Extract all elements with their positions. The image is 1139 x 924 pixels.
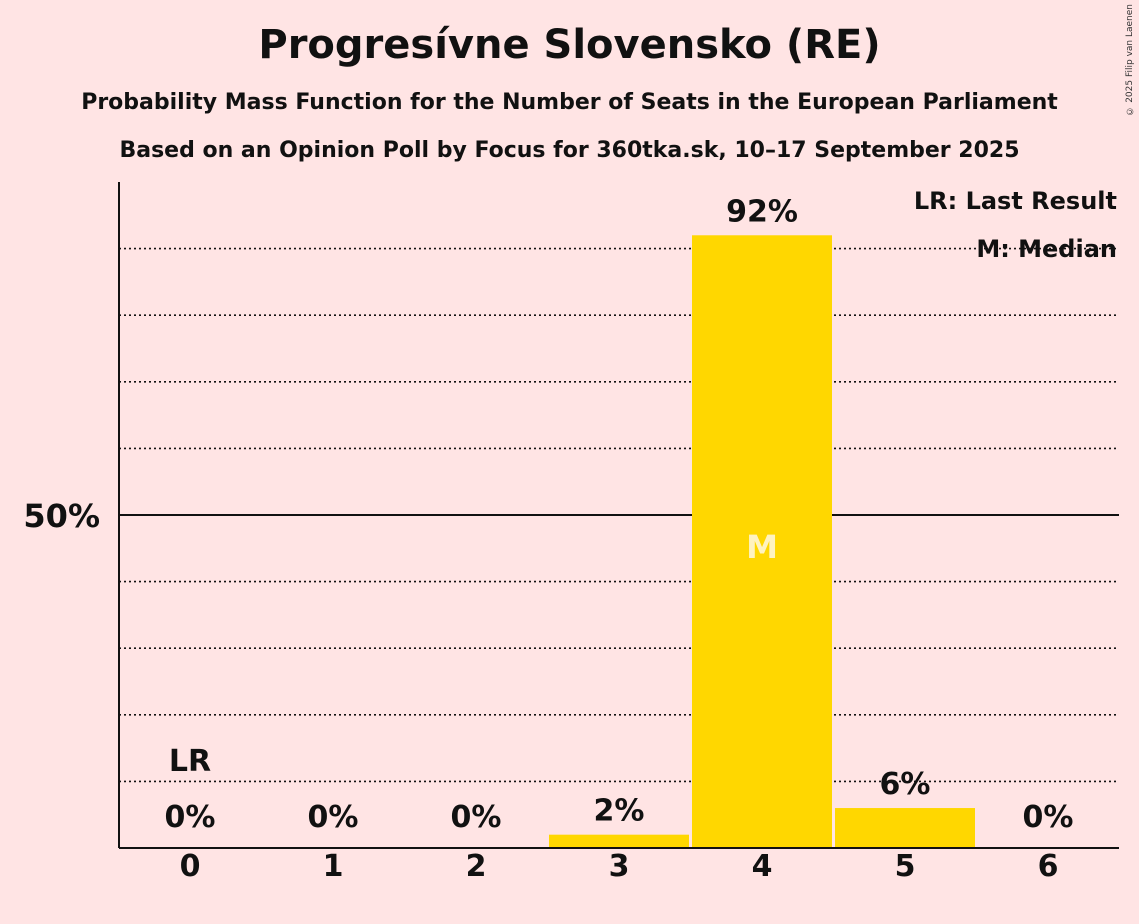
data-label: 6% [880, 767, 931, 802]
bar [549, 834, 689, 848]
bar [835, 808, 975, 848]
x-tick-label: 4 [752, 849, 773, 884]
y-tick-label: 50% [23, 497, 100, 535]
bar [692, 235, 832, 848]
last-result-marker: LR [169, 744, 211, 779]
chart-title: Progresívne Slovensko (RE) [258, 22, 881, 68]
data-label: 92% [726, 194, 798, 229]
data-label: 0% [308, 800, 359, 835]
x-tick-label: 2 [466, 849, 487, 884]
legend-median: M: Median [976, 235, 1117, 263]
x-tick-label: 6 [1038, 849, 1059, 884]
chart-subtitle: Probability Mass Function for the Number… [81, 90, 1058, 115]
data-label: 0% [1023, 800, 1074, 835]
data-label: 2% [594, 794, 645, 829]
chart-source-subtitle: Based on an Opinion Poll by Focus for 36… [119, 138, 1020, 163]
data-label: 0% [165, 800, 216, 835]
data-label: 0% [451, 800, 502, 835]
legend-last-result: LR: Last Result [914, 187, 1117, 215]
x-tick-label: 1 [323, 849, 344, 884]
x-tick-label: 3 [609, 849, 630, 884]
x-tick-label: 5 [895, 849, 916, 884]
median-marker: M [746, 528, 778, 566]
x-tick-label: 0 [180, 849, 201, 884]
